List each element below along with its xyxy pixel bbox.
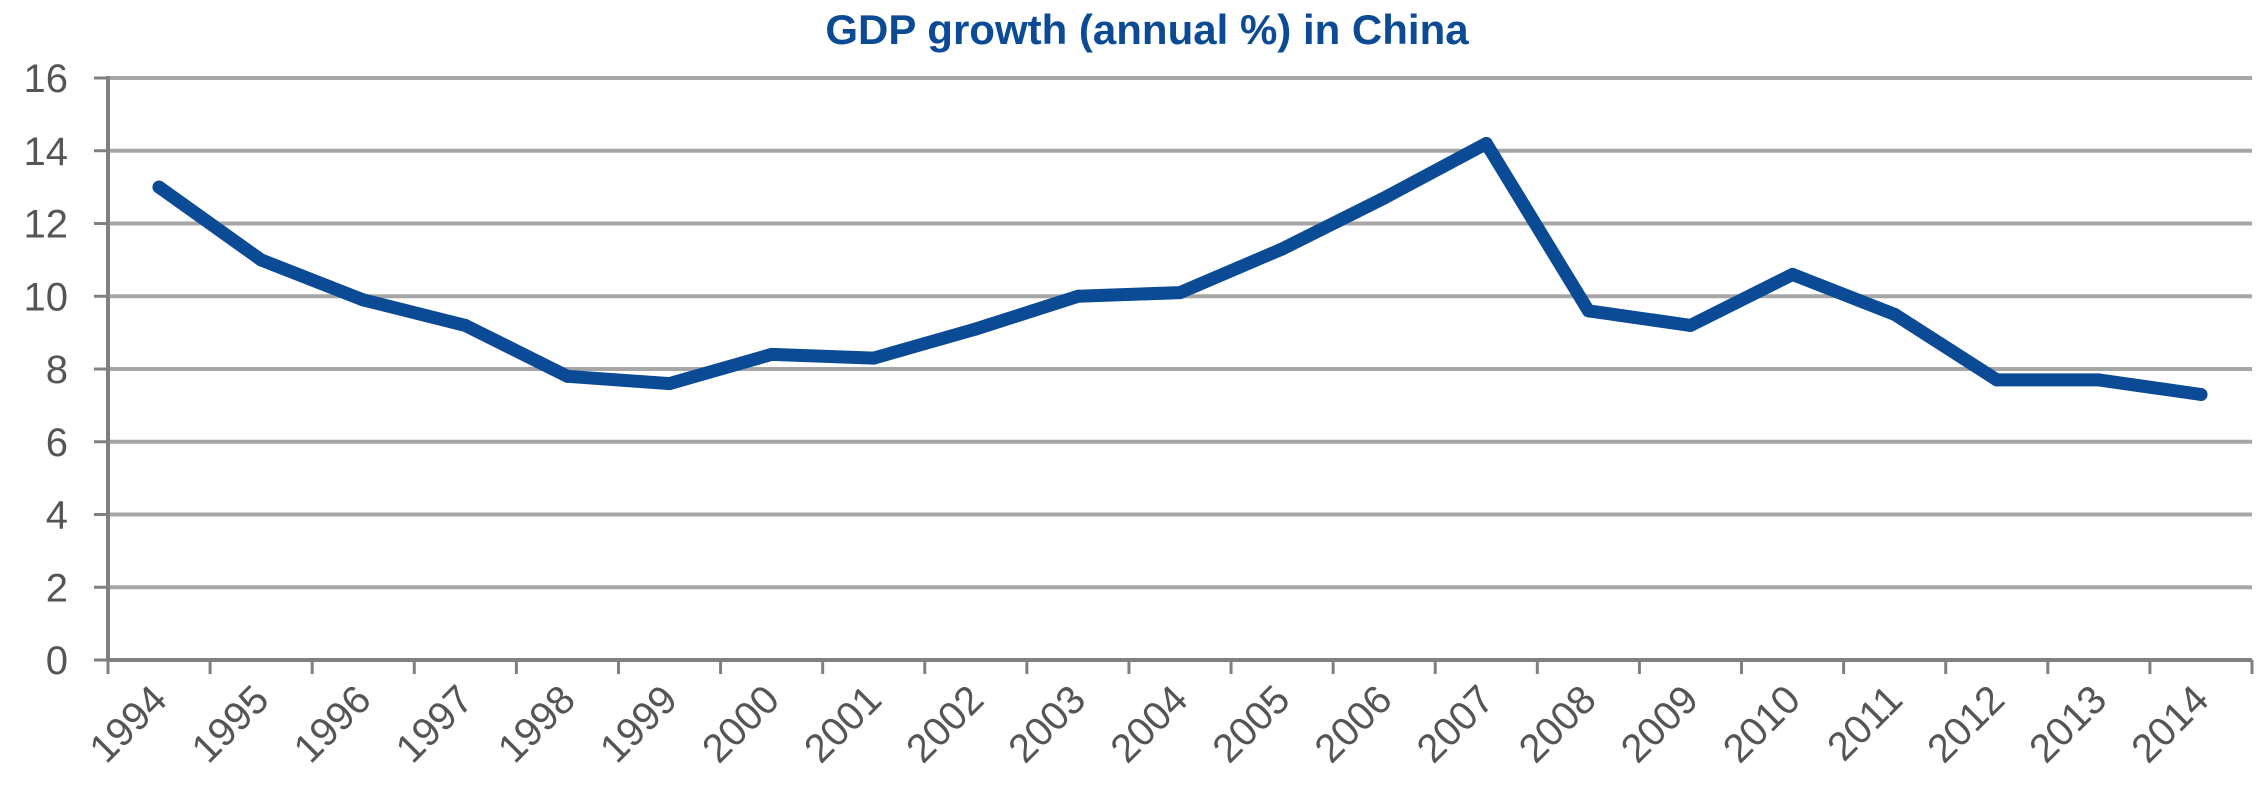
data-point xyxy=(458,318,472,332)
x-tick-label: 2009 xyxy=(1613,677,1707,771)
data-point xyxy=(1786,267,1800,281)
y-tick-label: 16 xyxy=(24,57,69,101)
x-tick-label: 1999 xyxy=(592,677,686,771)
data-point xyxy=(663,377,677,391)
x-tick-label: 2011 xyxy=(1819,677,1911,769)
y-tick-label: 6 xyxy=(46,421,68,465)
x-tick-label: 2001 xyxy=(796,677,890,771)
series-group xyxy=(152,136,2208,401)
data-point xyxy=(765,347,779,361)
x-tick-labels: 1994 1995 1996 1997 1998 1999 2000 2001 2002 2003… xyxy=(81,677,2217,771)
data-point xyxy=(152,180,166,194)
x-tick-label: 2002 xyxy=(898,677,992,771)
x-tick-label: 2010 xyxy=(1715,677,1809,771)
x-tick-label: 1995 xyxy=(183,677,277,771)
data-point xyxy=(969,322,983,336)
data-point xyxy=(2194,387,2208,401)
x-tick-label: 2005 xyxy=(1204,677,1298,771)
y-tick-label: 4 xyxy=(46,494,68,538)
y-tick-label: 0 xyxy=(46,639,68,683)
x-tick-label: 2000 xyxy=(694,677,788,771)
y-tick-label: 12 xyxy=(24,203,69,247)
data-point xyxy=(254,253,268,267)
data-point xyxy=(1071,289,1085,303)
axes xyxy=(94,76,2254,674)
x-tick-label: 1994 xyxy=(81,677,175,771)
data-point xyxy=(560,369,574,383)
x-tick-label: 1996 xyxy=(286,677,380,771)
x-tick-label: 2006 xyxy=(1307,677,1401,771)
y-tick-label: 14 xyxy=(24,130,69,174)
x-tick-label: 2012 xyxy=(1919,677,2013,771)
y-tick-label: 2 xyxy=(46,566,68,610)
data-point xyxy=(1683,318,1697,332)
series-line xyxy=(152,137,2208,401)
x-tick-label: 1998 xyxy=(490,677,584,771)
data-point xyxy=(1479,136,1493,150)
data-point xyxy=(1275,242,1289,256)
x-tick-label: 2014 xyxy=(2123,677,2217,771)
x-tick-label: 2003 xyxy=(1000,677,1094,771)
data-point xyxy=(356,293,370,307)
chart-title: GDP growth (annual %) in China xyxy=(825,6,1469,53)
x-tick-label: 2004 xyxy=(1102,677,1196,771)
x-tick-label: 2013 xyxy=(2021,677,2115,771)
x-tick-label: 2008 xyxy=(1511,677,1605,771)
data-point xyxy=(1888,307,1902,321)
y-tick-label: 10 xyxy=(24,275,69,319)
data-point xyxy=(1581,304,1595,318)
x-tick-label: 1997 xyxy=(388,677,482,771)
data-point xyxy=(867,351,881,365)
data-point xyxy=(1173,286,1187,300)
x-tick-label: 2007 xyxy=(1409,677,1503,771)
data-point xyxy=(1990,373,2004,387)
y-tick-label: 8 xyxy=(46,348,68,392)
data-point xyxy=(2092,373,2106,387)
y-tick-labels: 0 2 4 6 8 10 12 14 16 xyxy=(24,57,69,683)
data-point xyxy=(1377,191,1391,205)
